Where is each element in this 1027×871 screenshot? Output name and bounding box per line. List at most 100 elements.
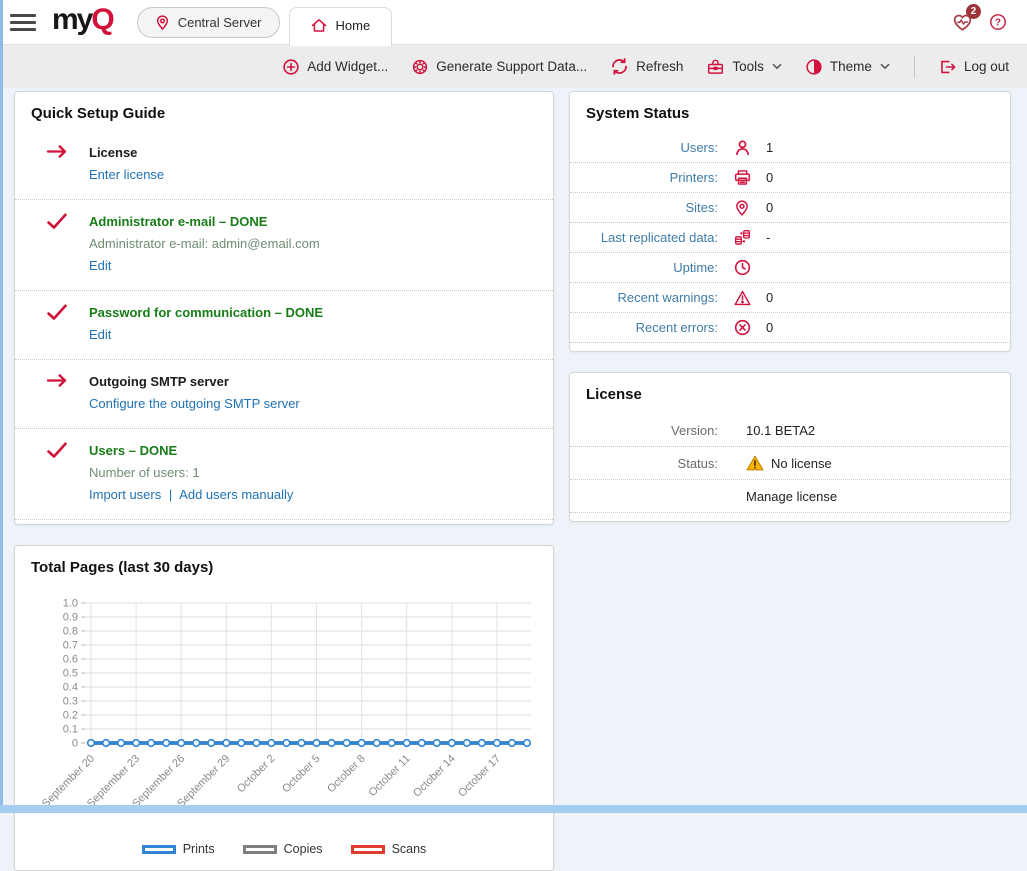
svg-text:October 2: October 2 (235, 753, 278, 796)
setup-item-users: Users – DONE Number of users: 1 Import u… (15, 429, 553, 520)
manage-license-link[interactable]: Manage license (746, 489, 837, 504)
chevron-down-icon (880, 63, 890, 70)
setup-item-subtitle: Number of users: 1 (89, 463, 293, 482)
system-status-panel: System Status Users: 1 Printers: (569, 91, 1011, 352)
tools-menu-button[interactable]: Tools (707, 59, 782, 75)
configure-smtp-link[interactable]: Configure the outgoing SMTP server (89, 394, 300, 413)
arrow-right-icon (45, 141, 71, 187)
setup-item-password: Password for communication – DONE Edit (15, 291, 553, 360)
add-widget-button[interactable]: Add Widget... (283, 59, 388, 75)
add-widget-label: Add Widget... (307, 59, 388, 74)
health-badge: 2 (966, 4, 981, 19)
help-icon: ? (989, 13, 1007, 31)
svg-text:0.3: 0.3 (63, 696, 78, 708)
app-header: myQ Central Server Home 2 (0, 0, 1027, 45)
refresh-label: Refresh (636, 59, 683, 74)
myq-logo: myQ (52, 3, 113, 37)
setup-item-smtp: Outgoing SMTP server Configure the outgo… (15, 360, 553, 429)
status-row-errors: Recent errors: 0 (570, 313, 1010, 343)
check-icon (45, 439, 71, 507)
legend-label: Prints (183, 842, 215, 856)
arrow-right-icon (45, 370, 71, 416)
svg-text:October 5: October 5 (280, 753, 323, 796)
location-pin-icon (155, 15, 170, 30)
replication-icon (734, 229, 756, 246)
recent-errors-value: 0 (766, 320, 773, 335)
logout-button[interactable]: Log out (939, 59, 1009, 75)
import-users-link[interactable]: Import users (89, 487, 161, 502)
warning-yellow-icon (746, 455, 764, 471)
hamburger-menu-button[interactable] (10, 10, 36, 35)
check-icon (45, 210, 71, 278)
version-label: Version: (586, 423, 718, 438)
printers-value: 0 (766, 170, 773, 185)
page-toolbar: Add Widget... Generate Support Data... R… (0, 45, 1027, 88)
svg-text:October 14: October 14 (411, 753, 458, 800)
support-cog-icon (412, 59, 428, 75)
setup-item-title: License (89, 143, 164, 162)
edit-admin-email-link[interactable]: Edit (89, 256, 320, 275)
chevron-down-icon (772, 63, 782, 70)
site-pin-icon (734, 200, 756, 216)
sites-value: 0 (766, 200, 773, 215)
status-row-users: Users: 1 (570, 133, 1010, 163)
quick-setup-title: Quick Setup Guide (15, 92, 553, 131)
prints-swatch (142, 845, 176, 854)
status-row-uptime: Uptime: (570, 253, 1010, 283)
last-replicated-value: - (766, 230, 770, 245)
add-users-manually-link[interactable]: Add users manually (179, 487, 293, 502)
tab-home[interactable]: Home (289, 7, 393, 46)
setup-item-subtitle: Administrator e-mail: admin@email.com (89, 234, 320, 253)
users-label[interactable]: Users: (586, 140, 718, 155)
svg-text:0.9: 0.9 (63, 612, 78, 624)
setup-item-title: Users – DONE (89, 441, 293, 460)
version-value: 10.1 BETA2 (746, 423, 815, 438)
legend-item-copies: Copies (243, 842, 323, 856)
license-status-value: No license (771, 456, 832, 471)
license-panel: License Version: 10.1 BETA2 Status: (569, 372, 1011, 522)
generate-support-data-button[interactable]: Generate Support Data... (412, 59, 587, 75)
license-version-row: Version: 10.1 BETA2 (570, 414, 1010, 447)
main-content: Quick Setup Guide License Enter license (0, 88, 1027, 871)
central-server-button[interactable]: Central Server (137, 7, 280, 38)
help-button[interactable]: ? (989, 13, 1007, 31)
window-edge-bottom (0, 805, 1027, 813)
refresh-icon (611, 58, 628, 75)
legend-label: Copies (284, 842, 323, 856)
svg-text:0.7: 0.7 (63, 640, 78, 652)
error-circle-icon (734, 319, 756, 336)
legend-label: Scans (392, 842, 427, 856)
enter-license-link[interactable]: Enter license (89, 165, 164, 184)
sites-label[interactable]: Sites: (586, 200, 718, 215)
last-replicated-label: Last replicated data: (586, 230, 718, 245)
logout-icon (939, 59, 956, 75)
svg-text:October 11: October 11 (366, 753, 412, 799)
recent-errors-label: Recent errors: (586, 320, 718, 335)
edit-password-link[interactable]: Edit (89, 325, 323, 344)
toolbox-icon (707, 59, 724, 75)
refresh-button[interactable]: Refresh (611, 58, 683, 75)
printers-label[interactable]: Printers: (586, 170, 718, 185)
recent-warnings-label: Recent warnings: (586, 290, 718, 305)
total-pages-chart: 00.10.20.30.40.50.60.70.80.91.0September… (29, 591, 537, 831)
svg-text:0.6: 0.6 (63, 654, 78, 666)
users-value: 1 (766, 140, 773, 155)
legend-item-prints: Prints (142, 842, 215, 856)
generate-support-data-label: Generate Support Data... (436, 59, 587, 74)
theme-menu-button[interactable]: Theme (806, 59, 890, 75)
quick-setup-guide-panel: Quick Setup Guide License Enter license (14, 91, 554, 525)
logout-label: Log out (964, 59, 1009, 74)
status-row-sites: Sites: 0 (570, 193, 1010, 223)
svg-text:0.1: 0.1 (63, 724, 78, 736)
license-manage-row: Manage license (570, 480, 1010, 513)
svg-text:0.4: 0.4 (63, 682, 78, 694)
setup-item-admin-email: Administrator e-mail – DONE Administrato… (15, 200, 553, 291)
printer-icon (734, 169, 756, 186)
theme-label: Theme (830, 59, 872, 74)
chart-legend: Prints Copies Scans (15, 834, 553, 870)
tools-label: Tools (732, 59, 764, 74)
svg-text:October 17: October 17 (456, 753, 503, 800)
system-health-button[interactable]: 2 (952, 13, 973, 32)
status-row-printers: Printers: 0 (570, 163, 1010, 193)
